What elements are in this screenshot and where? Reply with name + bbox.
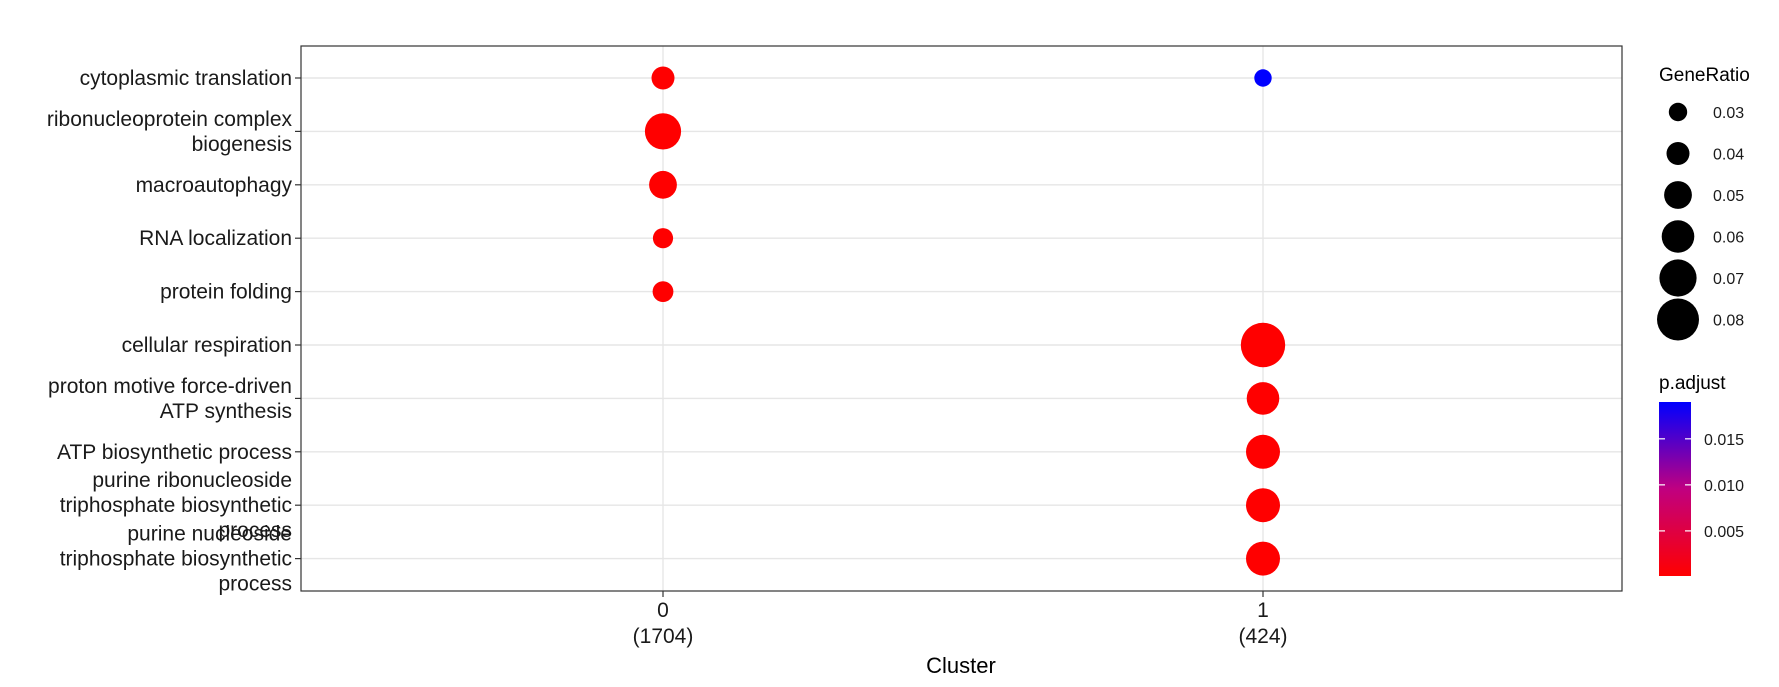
size-legend-label: 0.07 — [1713, 271, 1744, 288]
size-legend-label: 0.05 — [1713, 188, 1744, 205]
data-point — [1240, 322, 1286, 368]
grid-lines — [301, 46, 1622, 591]
x-axis-labels: 0 (1704) 1 (424) — [633, 591, 1288, 648]
y-axis-label-line: macroautophagy — [136, 174, 293, 197]
data-point — [652, 228, 674, 249]
plot-panel-border — [300, 45, 1623, 592]
y-axis-label-line: process — [218, 519, 292, 542]
data-point — [652, 281, 674, 302]
size-legend-label: 0.08 — [1713, 313, 1744, 330]
y-axis-label-line: triphosphate biosynthetic — [60, 548, 292, 571]
y-axis-label-line: ATP synthesis — [160, 400, 292, 423]
y-axis-label-line: purine nucleoside — [127, 523, 292, 546]
y-axis-label-line: protein folding — [160, 281, 292, 304]
color-legend-title: p.adjust — [1659, 373, 1726, 394]
data-point — [1254, 69, 1272, 87]
data-point — [649, 170, 677, 199]
y-axis-label-line: RNA localization — [139, 227, 292, 250]
size-legend-dot — [1666, 142, 1690, 165]
y-axis-label-line: triphosphate biosynthetic — [60, 494, 292, 517]
size-legend-label: 0.03 — [1713, 105, 1744, 122]
size-legend-label: 0.06 — [1713, 230, 1744, 247]
color-legend-label: 0.015 — [1704, 432, 1744, 449]
size-legend-title: GeneRatio — [1659, 65, 1750, 86]
y-axis-label-line: cellular respiration — [122, 334, 292, 357]
y-axis-label-line: cytoplasmic translation — [80, 67, 292, 90]
data-points — [644, 66, 1286, 576]
y-axis-label: macroautophagy — [136, 174, 293, 197]
color-legend-label: 0.010 — [1704, 478, 1744, 495]
y-axis-label: cellular respiration — [122, 334, 292, 357]
y-axis-label: protein folding — [160, 281, 292, 304]
size-legend-dot — [1668, 102, 1688, 122]
size-legend-label: 0.04 — [1713, 147, 1744, 164]
data-point — [651, 66, 675, 90]
size-legend-dot — [1661, 220, 1695, 253]
color-legend: p.adjust 0.005 0.010 0.015 — [1659, 373, 1744, 576]
y-axis-label-line: proton motive force-driven — [48, 375, 292, 398]
data-point — [1246, 382, 1280, 415]
y-axis-label-line: purine ribonucleoside — [92, 469, 292, 492]
size-legend: GeneRatio 0.03 0.04 0.05 0.06 0.07 0.08 — [1657, 65, 1750, 341]
size-legend-dot — [1664, 181, 1692, 209]
size-legend-dot — [1659, 259, 1697, 297]
color-legend-bar — [1659, 402, 1691, 576]
x-tick-count-label: (1704) — [633, 625, 694, 648]
y-axis-label-line: process — [218, 573, 292, 596]
y-axis-label-line: ATP biosynthetic process — [57, 441, 292, 464]
data-point — [1246, 541, 1280, 576]
y-axis-label: RNA localization — [139, 227, 292, 250]
x-tick-label: 0 — [657, 599, 669, 622]
data-point — [1246, 488, 1280, 523]
color-legend-label: 0.005 — [1704, 524, 1744, 541]
data-point — [1246, 434, 1280, 469]
data-point — [644, 113, 682, 150]
y-axis-label-line: biogenesis — [192, 133, 292, 156]
x-axis-title: Cluster — [926, 653, 996, 678]
x-tick-count-label: (424) — [1238, 625, 1287, 648]
y-axis-labels: cytoplasmic translation ribonucleoprotein… — [47, 67, 301, 596]
size-legend-dot — [1657, 298, 1699, 341]
y-axis-label: cytoplasmic translation — [80, 67, 292, 90]
y-axis-label: ATP biosynthetic process — [57, 441, 292, 464]
x-tick-label: 1 — [1257, 599, 1269, 622]
y-axis-label-line: ribonucleoprotein complex — [47, 108, 293, 131]
